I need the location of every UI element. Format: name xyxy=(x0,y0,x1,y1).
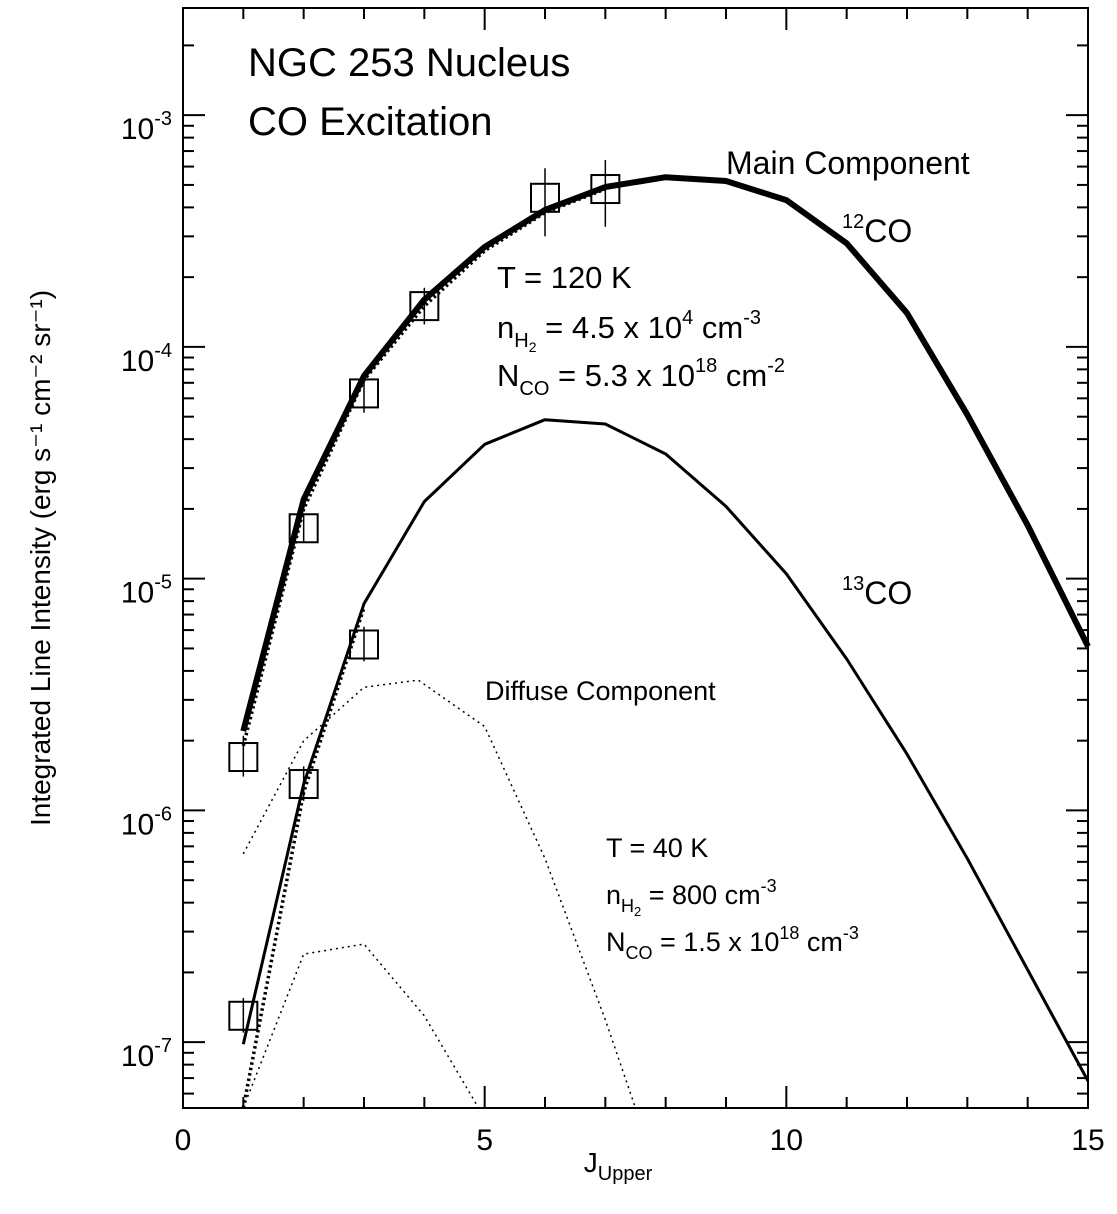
diffuse-component-params: T = 40 K nH2 = 800 cm-3 NCO = 1.5 x 1018… xyxy=(606,833,859,963)
observed-points xyxy=(228,160,621,1033)
y-tick-label: 10-3 xyxy=(121,108,172,146)
co12-data-point xyxy=(590,160,621,227)
main-temperature: T = 120 K xyxy=(497,260,632,295)
data-marker xyxy=(590,174,621,205)
diffuse-temperature: T = 40 K xyxy=(606,833,708,863)
plot-frame xyxy=(182,7,1089,1109)
y-axis-label: Integrated Line Intensity (erg s⁻¹ cm⁻² … xyxy=(25,290,56,826)
main-component-label: Main Component xyxy=(726,145,970,181)
series-line-3 xyxy=(241,607,366,1109)
series-line-2 xyxy=(241,418,1090,1082)
axis-ticks xyxy=(183,8,1088,1108)
data-marker xyxy=(288,769,319,800)
main-column-density: NCO = 5.3 x 1018 cm-2 xyxy=(497,355,785,400)
series-line-4 xyxy=(242,679,637,1109)
x-tick-label: 0 xyxy=(175,1124,192,1157)
co12-data-point xyxy=(349,374,379,413)
co12-data-point xyxy=(530,168,560,237)
y-tick-label: 10-4 xyxy=(121,340,172,378)
co12-label: 12CO xyxy=(842,211,912,249)
y-tick-labels: 10-7 10-6 10-5 10-4 10-3 xyxy=(121,108,172,1073)
chart-title-line-2: CO Excitation xyxy=(248,100,493,144)
co13-data-point xyxy=(288,766,319,801)
y-tick-label: 10-6 xyxy=(121,803,172,841)
data-marker xyxy=(409,291,440,322)
data-marker xyxy=(349,378,379,409)
co12-data-point xyxy=(288,513,319,544)
data-marker xyxy=(530,182,560,213)
diffuse-density: nH2 = 800 cm-3 xyxy=(606,876,777,919)
co13-data-point xyxy=(349,626,379,662)
data-marker xyxy=(288,513,319,544)
y-tick-label: 10-5 xyxy=(121,572,172,610)
x-tick-label: 10 xyxy=(770,1124,803,1157)
x-tick-label: 15 xyxy=(1071,1124,1104,1157)
series-line-1 xyxy=(241,187,606,747)
data-marker xyxy=(228,742,259,773)
series-line-5 xyxy=(242,943,480,1109)
diffuse-component-label: Diffuse Component xyxy=(485,676,716,706)
series-line-0 xyxy=(240,174,1091,732)
diffuse-column-density: NCO = 1.5 x 1018 cm-3 xyxy=(606,923,859,963)
chart-title-line-1: NGC 253 Nucleus xyxy=(248,41,570,85)
co12-data-point xyxy=(228,735,259,777)
data-marker xyxy=(349,629,379,660)
model-curves xyxy=(240,174,1091,1109)
y-tick-label: 10-7 xyxy=(121,1035,172,1073)
data-marker xyxy=(228,1000,259,1031)
co12-data-point xyxy=(409,287,440,325)
co13-data-point xyxy=(228,998,259,1033)
x-tick-labels: 0 5 10 15 xyxy=(175,1124,1105,1157)
x-tick-label: 5 xyxy=(476,1124,493,1157)
co13-label: 13CO xyxy=(842,573,912,611)
main-density: nH2 = 4.5 x 104 cm-3 xyxy=(497,307,761,355)
x-axis-label: JUpper xyxy=(584,1147,653,1185)
main-component-params: T = 120 K nH2 = 4.5 x 104 cm-3 NCO = 5.3… xyxy=(497,260,785,400)
